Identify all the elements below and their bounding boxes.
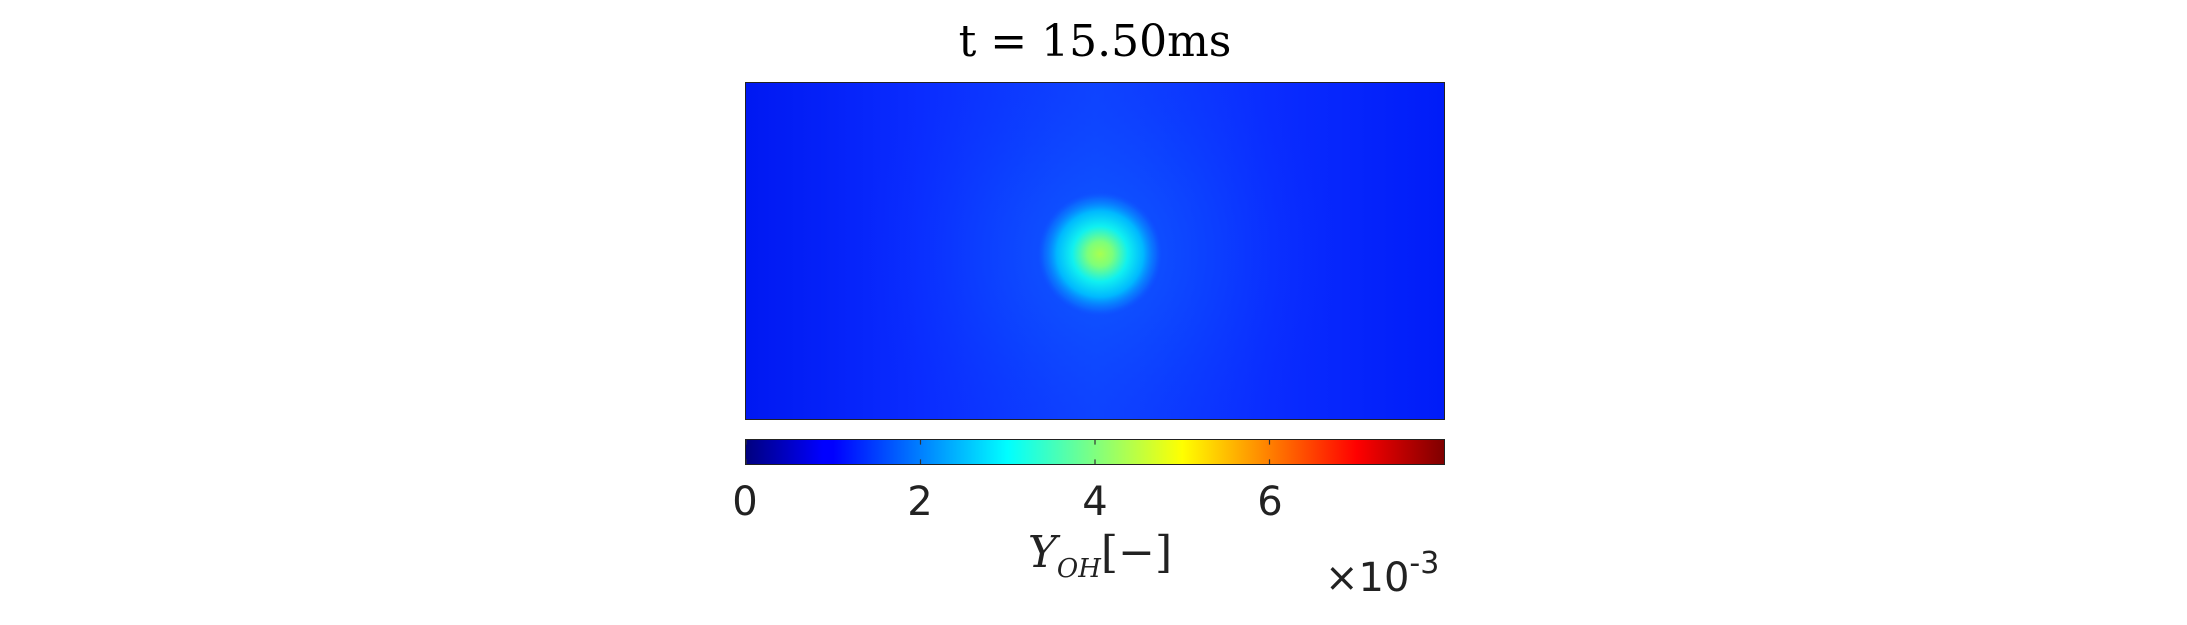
chart-title: t = 15.50ms [958, 16, 1232, 67]
colorbar-tick-label: 2 [907, 479, 933, 525]
colorbar-gradient [746, 440, 1444, 464]
colorbar-tick-label: 0 [732, 479, 758, 525]
colorbar-tick-label: 6 [1257, 479, 1283, 525]
heatmap-plot [745, 82, 1445, 420]
oh-peak-spot [1038, 192, 1162, 316]
colorbar [745, 439, 1445, 465]
colorbar-tick-label: 4 [1082, 479, 1108, 525]
colorbar-multiplier: ×10-3 [1325, 546, 1440, 601]
heatmap-field [746, 83, 1444, 419]
colorbar-label: YOH[−] [1027, 527, 1173, 584]
